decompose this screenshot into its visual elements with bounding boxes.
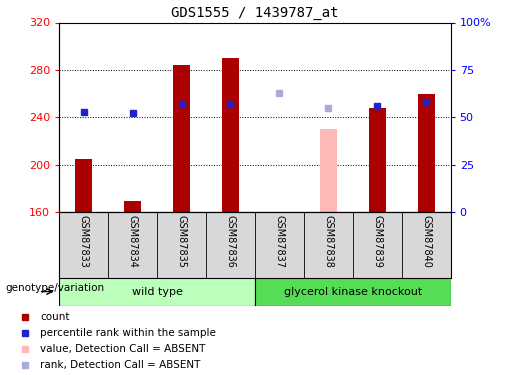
Text: GSM87833: GSM87833 <box>79 215 89 268</box>
Title: GDS1555 / 1439787_at: GDS1555 / 1439787_at <box>171 6 339 20</box>
Bar <box>222 58 239 212</box>
Bar <box>255 278 451 306</box>
Text: GSM87838: GSM87838 <box>323 215 333 268</box>
Text: glycerol kinase knockout: glycerol kinase knockout <box>284 286 422 297</box>
Text: GSM87839: GSM87839 <box>372 215 382 268</box>
Bar <box>173 65 190 212</box>
Bar <box>59 278 255 306</box>
Bar <box>124 201 141 212</box>
Text: value, Detection Call = ABSENT: value, Detection Call = ABSENT <box>41 344 206 354</box>
Text: GSM87836: GSM87836 <box>226 215 235 268</box>
Text: GSM87834: GSM87834 <box>128 215 138 268</box>
Text: GSM87840: GSM87840 <box>421 215 431 268</box>
Text: genotype/variation: genotype/variation <box>5 283 104 293</box>
Bar <box>418 93 435 212</box>
Text: rank, Detection Call = ABSENT: rank, Detection Call = ABSENT <box>41 360 201 370</box>
Bar <box>320 129 337 212</box>
Text: GSM87837: GSM87837 <box>274 215 284 268</box>
Text: GSM87835: GSM87835 <box>177 215 186 268</box>
Text: wild type: wild type <box>132 286 182 297</box>
Bar <box>369 108 386 212</box>
Text: count: count <box>41 312 70 322</box>
Bar <box>75 159 92 212</box>
Text: percentile rank within the sample: percentile rank within the sample <box>41 328 216 338</box>
